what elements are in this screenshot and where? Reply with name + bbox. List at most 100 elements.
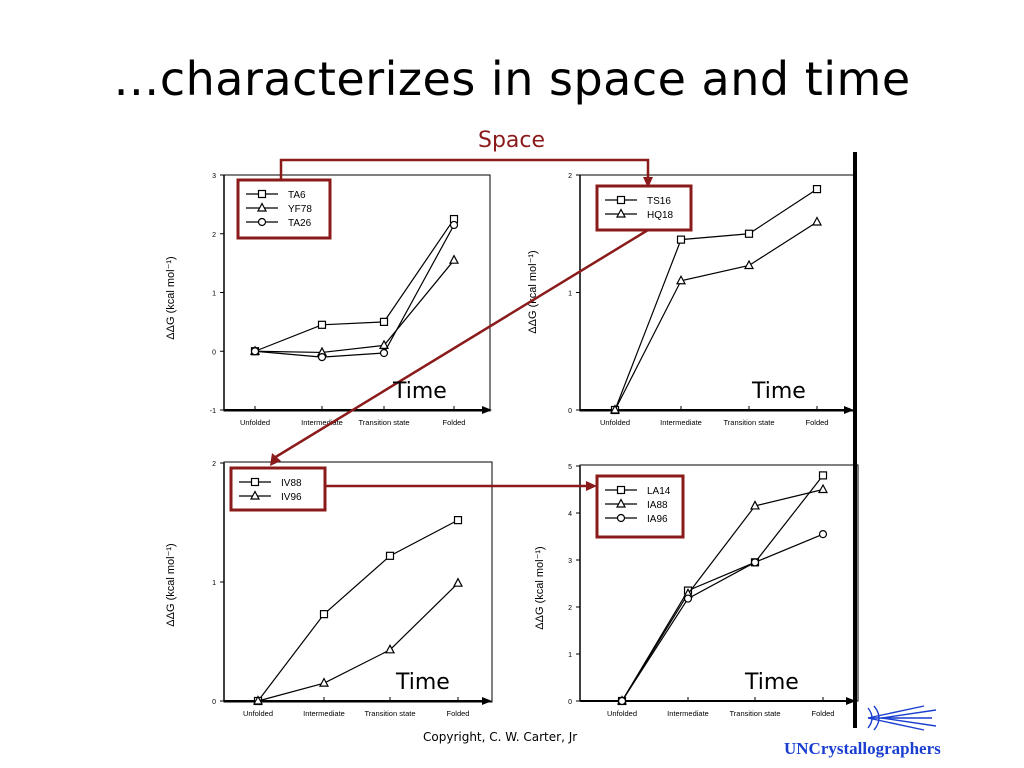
legend-marker bbox=[257, 202, 267, 212]
slide-title: …characterizes in space and time bbox=[113, 52, 911, 106]
data-point-iv88 bbox=[453, 516, 463, 525]
x-tick-label: Transition state bbox=[724, 418, 775, 427]
y-axis-label: ΔΔG (kcal mol⁻¹) bbox=[534, 546, 546, 629]
cross-arrow-head bbox=[270, 453, 281, 466]
legend-marker bbox=[616, 208, 626, 218]
series-line-ta26 bbox=[254, 224, 455, 358]
legend-label: IA96 bbox=[647, 514, 668, 525]
data-point-yf78 bbox=[449, 254, 459, 264]
x-tick-label: Transition state bbox=[359, 418, 410, 427]
space-arrow-head bbox=[643, 177, 653, 188]
x-tick-label: Folded bbox=[806, 418, 829, 427]
legend-label: TS16 bbox=[647, 196, 671, 207]
y-tick-label: 2 bbox=[568, 605, 572, 612]
data-point-ta6 bbox=[379, 317, 389, 326]
y-tick-label: 1 bbox=[212, 291, 216, 298]
y-tick-label: 1 bbox=[568, 291, 572, 298]
y-axis-label: ΔΔG (kcal mol⁻¹) bbox=[165, 543, 177, 626]
space-label: Space bbox=[478, 128, 546, 153]
x-tick-label: Unfolded bbox=[243, 709, 273, 718]
legend-marker bbox=[616, 498, 626, 508]
series-line-ts16 bbox=[614, 188, 818, 411]
legend-label: YF78 bbox=[288, 204, 312, 215]
copyright-text: Copyright, C. W. Carter, Jr bbox=[423, 730, 578, 744]
data-point-iv88 bbox=[319, 610, 329, 619]
unc-logo-text: UNCrystallographers bbox=[784, 739, 941, 758]
y-tick-label: 0 bbox=[212, 349, 216, 356]
x-tick-label: Unfolded bbox=[607, 709, 637, 718]
bottom-arrow-head bbox=[586, 481, 597, 491]
x-axis-arrow bbox=[846, 697, 856, 705]
y-axis-label: ΔΔG (kcal mol⁻¹) bbox=[165, 256, 177, 339]
x-axis-arrow bbox=[482, 406, 492, 414]
legend-marker bbox=[250, 477, 260, 487]
time-label: Time bbox=[752, 379, 806, 404]
y-tick-label: 1 bbox=[212, 580, 216, 587]
data-point-la14 bbox=[818, 471, 828, 480]
data-point-ta26 bbox=[317, 353, 327, 362]
y-axis-label: ΔΔG (kcal mol⁻¹) bbox=[527, 250, 539, 333]
series-line-iv88 bbox=[257, 519, 459, 702]
legend-box bbox=[236, 178, 332, 240]
y-tick-label: 3 bbox=[568, 558, 572, 565]
data-point-hq18 bbox=[744, 259, 754, 270]
y-tick-label: 5 bbox=[568, 464, 572, 471]
x-axis-arrow bbox=[482, 697, 492, 705]
series-line-ia96 bbox=[621, 533, 824, 702]
y-tick-label: -1 bbox=[210, 408, 216, 415]
x-tick-label: Transition state bbox=[730, 709, 781, 718]
time-label: Time bbox=[393, 379, 447, 404]
data-point-hq18 bbox=[610, 404, 620, 414]
x-tick-label: Intermediate bbox=[303, 709, 345, 718]
x-tick-label: Unfolded bbox=[240, 418, 270, 427]
data-point-ia96 bbox=[750, 558, 760, 567]
legend-box bbox=[595, 474, 685, 539]
y-tick-label: 2 bbox=[568, 173, 572, 180]
time-label: Time bbox=[396, 670, 450, 695]
x-tick-label: Transition state bbox=[365, 709, 416, 718]
data-point-ia96 bbox=[683, 594, 693, 603]
legend-marker bbox=[616, 195, 626, 205]
data-point-yf78 bbox=[379, 339, 389, 349]
x-tick-label: Unfolded bbox=[600, 418, 630, 427]
data-point-ia96 bbox=[617, 696, 627, 706]
series-line-ia88 bbox=[621, 488, 824, 702]
legend-marker bbox=[250, 490, 260, 500]
data-point-iv96 bbox=[319, 677, 329, 687]
x-axis-arrow bbox=[844, 406, 854, 414]
data-point-ia88 bbox=[750, 500, 760, 510]
y-tick-label: 2 bbox=[212, 461, 216, 468]
data-point-ia88 bbox=[818, 483, 828, 494]
unc-logo-icon bbox=[867, 705, 937, 731]
data-point-ts16 bbox=[744, 229, 754, 238]
series-line-ta6 bbox=[254, 218, 455, 352]
series-line-hq18 bbox=[614, 221, 818, 411]
data-point-ia96 bbox=[818, 530, 828, 539]
data-point-ts16 bbox=[676, 235, 686, 244]
data-point-hq18 bbox=[676, 274, 686, 285]
data-point-iv88 bbox=[385, 551, 395, 560]
space-arrow bbox=[279, 158, 650, 180]
legend-label: TA26 bbox=[288, 218, 312, 229]
y-tick-label: 0 bbox=[212, 699, 216, 706]
legend-box bbox=[595, 184, 693, 232]
legend-box bbox=[229, 466, 327, 512]
legend-marker bbox=[257, 217, 267, 227]
x-tick-label: Intermediate bbox=[301, 418, 343, 427]
y-tick-label: 0 bbox=[568, 408, 572, 415]
data-point-ta26 bbox=[250, 347, 260, 356]
data-point-iv96 bbox=[453, 577, 463, 587]
y-tick-label: 0 bbox=[568, 699, 572, 706]
vertical-divider bbox=[853, 152, 857, 728]
legend-label: IV88 bbox=[281, 478, 302, 489]
data-point-ta26 bbox=[379, 348, 389, 358]
data-point-ta26 bbox=[449, 220, 459, 230]
x-tick-label: Folded bbox=[447, 709, 470, 718]
cross-arrow bbox=[273, 228, 649, 460]
x-tick-label: Folded bbox=[812, 709, 835, 718]
data-point-iv96 bbox=[385, 644, 395, 654]
data-point-ts16 bbox=[812, 185, 822, 194]
y-tick-label: 2 bbox=[212, 232, 216, 239]
data-point-hq18 bbox=[812, 216, 822, 226]
